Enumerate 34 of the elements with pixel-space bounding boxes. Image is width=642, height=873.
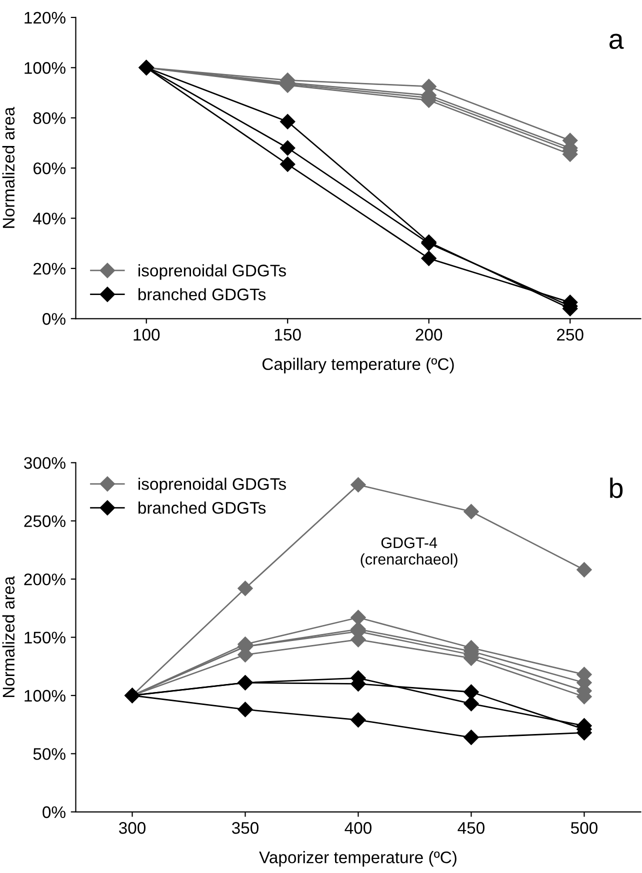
- x-axis-title: Capillary temperature (ºC): [262, 358, 454, 374]
- y-tick-label: 100%: [24, 690, 66, 702]
- y-tick-label: 20%: [34, 262, 66, 275]
- y-axis-title: Normalized area: [2, 576, 15, 698]
- y-tick-label: 300%: [24, 457, 66, 469]
- x-tick-label: 400: [344, 822, 372, 834]
- y-tick-label: 40%: [33, 212, 66, 224]
- annotation: b: [610, 478, 623, 498]
- legend-label: isoprenoidal GDGTs: [138, 264, 286, 280]
- y-tick-label: 50%: [33, 748, 66, 760]
- x-axis-title: Vaporizer temperature (ºC): [259, 851, 456, 867]
- y-tick-label: 80%: [33, 112, 66, 124]
- y-tick-label: 120%: [24, 12, 66, 24]
- x-tick-label: 200: [416, 328, 442, 341]
- x-tick-label: 350: [232, 822, 258, 834]
- y-tick-label: 150%: [24, 632, 66, 644]
- annotation: GDGT-4 (crenarchaeol): [360, 537, 458, 568]
- x-tick-label: 500: [570, 822, 598, 834]
- y-tick-label: 250%: [24, 515, 66, 528]
- legend-label: isoprenoidal GDGTs: [138, 478, 286, 494]
- annotation: a: [610, 34, 624, 50]
- x-tick-label: 100: [134, 328, 160, 341]
- y-tick-label: 200%: [24, 573, 66, 586]
- y-tick-label: 100%: [24, 62, 66, 74]
- y-tick-label: 0%: [42, 313, 66, 325]
- y-axis-title: Normalized area: [2, 106, 15, 228]
- x-tick-label: 250: [557, 328, 584, 341]
- legend-label: branched GDGTs: [138, 288, 266, 300]
- x-tick-label: 150: [274, 328, 301, 341]
- y-tick-label: 0%: [42, 806, 66, 818]
- legend-label: branched GDGTs: [138, 502, 266, 514]
- y-tick-label: 60%: [34, 162, 66, 174]
- x-tick-label: 300: [118, 822, 146, 834]
- x-tick-label: 450: [458, 822, 484, 834]
